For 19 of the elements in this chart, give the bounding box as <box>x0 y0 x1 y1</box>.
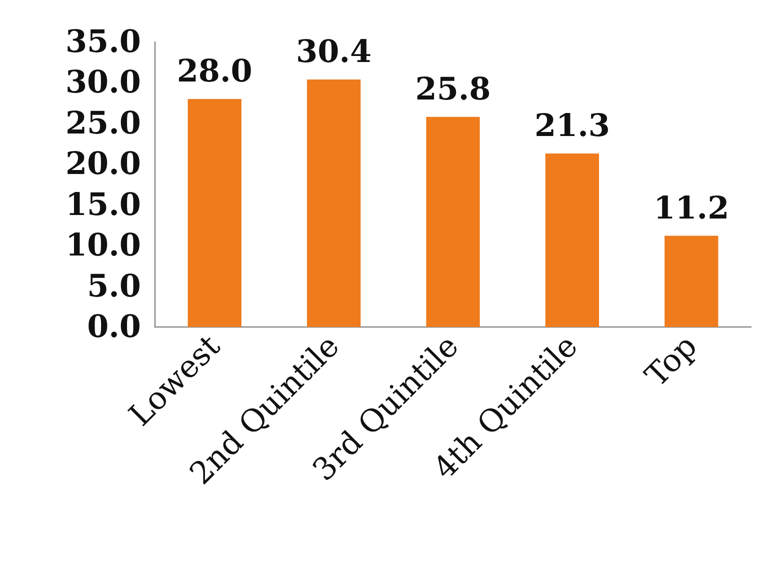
data-label: 28.0 <box>176 54 252 90</box>
y-tick-label: 0.0 <box>87 309 141 345</box>
y-tick-label: 30.0 <box>65 64 141 101</box>
data-label: 30.4 <box>296 34 372 70</box>
y-tick-label: 5.0 <box>87 268 141 304</box>
bar <box>426 116 480 327</box>
y-tick-label: 20.0 <box>65 146 141 182</box>
bar <box>306 79 361 327</box>
data-label: 21.3 <box>534 108 610 144</box>
y-tick-label: 35.0 <box>65 24 141 60</box>
data-label: 25.8 <box>415 71 491 108</box>
bar <box>545 154 600 327</box>
y-tick-label: 10.0 <box>65 228 141 264</box>
y-tick-label: 25.0 <box>65 105 141 142</box>
bar <box>188 99 242 327</box>
data-label: 11.2 <box>654 190 730 226</box>
y-tick-label: 15.0 <box>65 186 141 223</box>
bar <box>664 236 718 327</box>
x-tick-label: Top <box>638 328 704 394</box>
